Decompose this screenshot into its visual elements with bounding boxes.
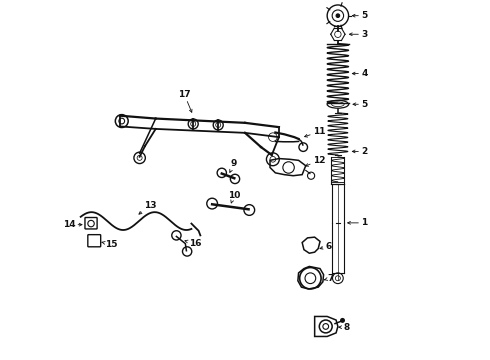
Text: 14: 14 bbox=[63, 220, 82, 229]
Circle shape bbox=[336, 14, 340, 18]
Text: 13: 13 bbox=[139, 201, 157, 214]
Text: 17: 17 bbox=[178, 90, 192, 112]
Text: 10: 10 bbox=[228, 190, 240, 203]
Text: 11: 11 bbox=[305, 127, 325, 137]
Text: 9: 9 bbox=[230, 159, 237, 172]
Text: 2: 2 bbox=[352, 147, 368, 156]
Text: 6: 6 bbox=[320, 242, 332, 251]
Text: 3: 3 bbox=[349, 30, 368, 39]
Text: 15: 15 bbox=[102, 240, 118, 249]
Text: 5: 5 bbox=[353, 100, 368, 109]
Text: 7: 7 bbox=[324, 274, 334, 283]
Text: 5: 5 bbox=[352, 11, 368, 20]
Circle shape bbox=[340, 318, 345, 323]
Text: 12: 12 bbox=[306, 156, 325, 166]
Text: 4: 4 bbox=[352, 69, 368, 78]
Text: 8: 8 bbox=[339, 323, 349, 332]
Text: 16: 16 bbox=[185, 239, 201, 248]
Text: 1: 1 bbox=[348, 219, 368, 228]
